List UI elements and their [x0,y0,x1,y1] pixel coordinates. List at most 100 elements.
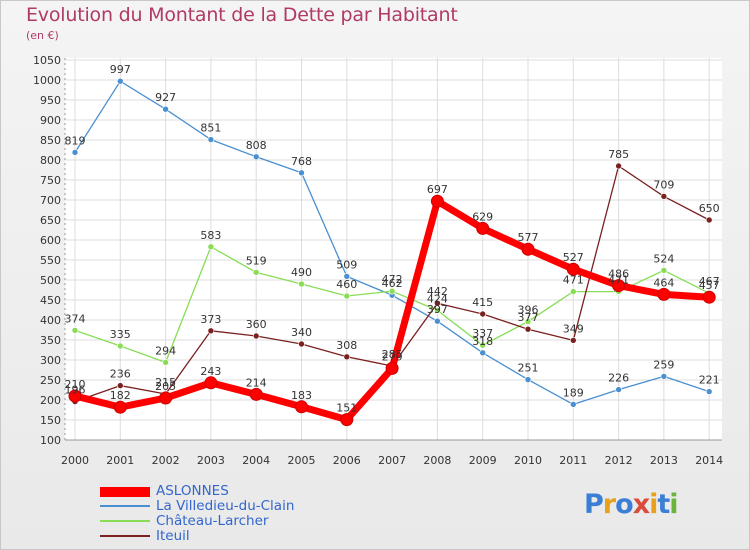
data-label: 467 [699,275,720,288]
logo-letter: r [602,489,616,520]
data-label: 697 [427,183,448,196]
x-tick-label: 2008 [423,454,451,467]
data-label: 785 [608,148,629,161]
data-label: 396 [518,304,539,317]
y-tick-label: 850 [40,134,61,147]
data-label: 524 [653,252,674,265]
legend-label: Château-Larcher [156,513,269,529]
y-tick-label: 600 [40,234,61,247]
logo-letter: i [649,489,658,520]
data-point [524,325,532,333]
data-point [252,153,260,161]
data-label: 196 [65,384,86,397]
y-tick-label: 950 [40,94,61,107]
data-point [252,269,260,276]
legend-swatch-iteuil [100,535,150,537]
data-point [434,317,441,325]
data-label: 226 [608,372,629,385]
data-label: 221 [699,374,720,387]
legend-swatch-aslonnes [100,487,150,497]
data-point [68,389,82,403]
data-label: 490 [291,266,312,279]
data-label: 183 [291,389,312,402]
data-point [524,376,532,383]
data-point [343,292,351,300]
data-point [159,391,173,405]
data-point [385,361,399,375]
data-label: 583 [200,229,221,242]
data-label: 768 [291,155,312,168]
data-label: 373 [200,313,221,326]
y-tick-label: 650 [40,214,61,227]
x-tick-label: 2013 [650,454,678,467]
y-tick-label: 150 [40,414,61,427]
data-point [340,413,354,427]
data-label: 424 [427,292,448,305]
y-tick-label: 500 [40,274,61,287]
data-point [207,243,215,251]
x-tick-label: 2009 [469,454,497,467]
data-label: 259 [653,358,674,371]
data-label: 709 [653,178,674,191]
legend-label: La Villedieu-du-Clain [156,498,295,514]
data-point [702,290,716,304]
plot-area [65,58,722,440]
x-tick-label: 2001 [106,454,134,467]
data-label: 294 [155,344,176,357]
data-point [71,327,79,334]
data-point [612,279,626,293]
data-label: 472 [382,273,403,286]
data-label: 340 [291,326,312,339]
data-point [113,400,127,414]
x-tick-label: 2000 [61,454,89,467]
data-point [298,340,305,348]
logo-letter: o [615,489,634,520]
y-tick-label: 800 [40,154,61,167]
y-tick-label: 100 [40,434,61,447]
y-tick-label: 1050 [33,54,61,67]
data-label: 808 [246,139,267,152]
legend-swatch-chateau-larcher [100,520,150,522]
y-tick-label: 550 [40,254,61,267]
data-point [521,242,535,256]
data-label: 243 [200,365,221,378]
data-label: 308 [336,339,357,352]
data-point [298,169,305,177]
data-label: 377 [518,311,539,324]
data-label: 151 [336,402,357,415]
data-point [162,359,169,366]
data-label: 527 [563,251,584,264]
data-point [117,382,124,389]
data-point [705,216,713,224]
data-point [615,162,622,170]
data-point [657,287,671,301]
data-label: 285 [382,348,403,361]
data-label: 650 [699,202,720,215]
data-label: 360 [246,318,267,331]
data-label: 927 [155,91,176,104]
data-label: 629 [472,210,493,223]
data-point [204,376,218,390]
y-tick-label: 200 [40,394,61,407]
data-point [71,149,79,156]
data-point [569,288,577,295]
data-point [434,299,441,307]
logo-letter: P [584,489,604,520]
data-point [252,332,260,340]
data-label: 374 [65,312,86,325]
y-tick-label: 1000 [33,74,61,87]
data-point [430,194,444,208]
x-tick-label: 2012 [605,454,633,467]
data-point [117,342,124,350]
data-point [207,136,215,143]
data-label: 318 [472,335,493,348]
data-label: 397 [427,303,448,316]
legend-label: ASLONNES [156,483,229,499]
data-label: 819 [65,134,86,147]
data-point [479,310,487,318]
legend-label: Iteuil [156,528,190,544]
data-label: 460 [336,278,357,291]
logo-letter: t [657,489,670,520]
data-label: 997 [110,63,131,76]
